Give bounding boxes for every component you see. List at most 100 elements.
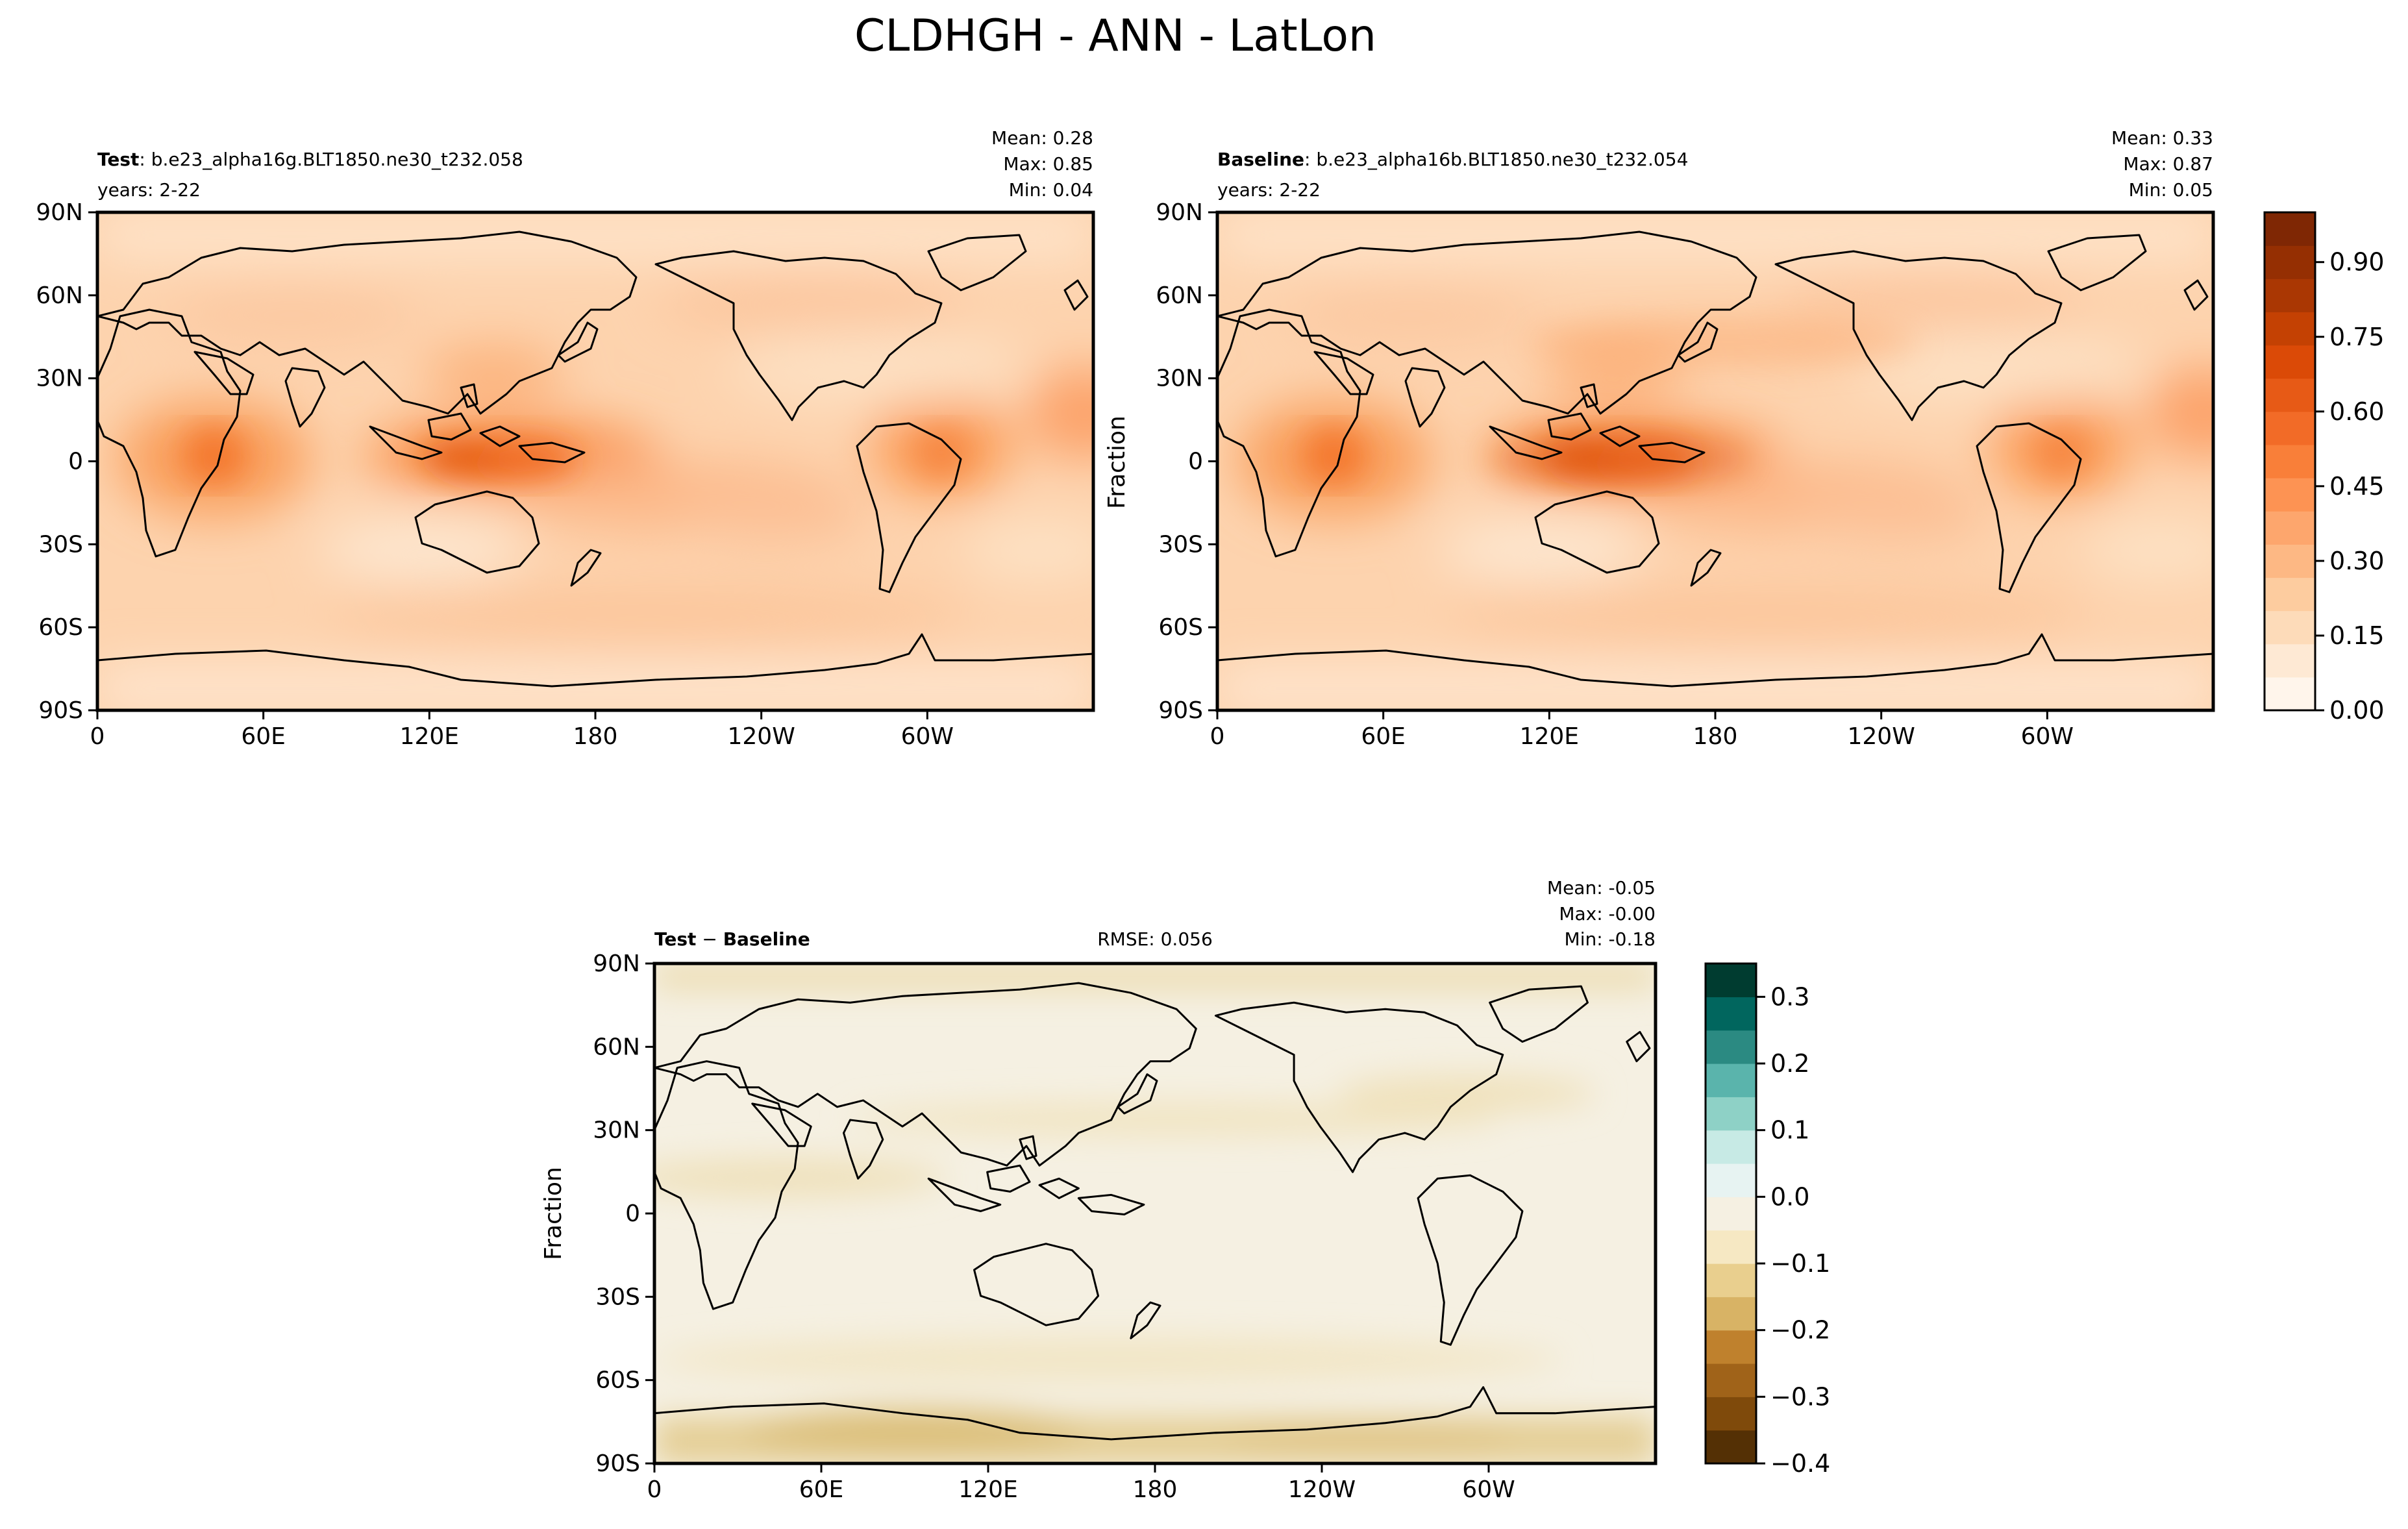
cbar-diff-tick-label: 0.1	[1770, 1116, 1809, 1145]
cbar-diff-swatch	[1706, 1330, 1756, 1364]
panel-diff: Test − Baseline RMSE: 0.056 Mean: -0.05 …	[540, 877, 1657, 1503]
lon-tick-label-baseline: 60E	[1361, 723, 1406, 750]
cbar-main-swatch	[2265, 279, 2315, 312]
cbar-main-swatch	[2265, 312, 2315, 346]
map-baseline	[1217, 212, 2213, 710]
lat-tick-label-test: 60N	[36, 282, 83, 309]
cbar-diff-swatch	[1706, 1097, 1756, 1131]
lat-tick-label-baseline: 30N	[1156, 366, 1203, 392]
cbar-diff-tick-label: −0.2	[1770, 1316, 1830, 1345]
panel-baseline: Baseline: b.e23_alpha16b.BLT1850.ne30_t2…	[1104, 127, 2215, 750]
cbar-diff-swatch	[1706, 1297, 1756, 1331]
cbar-diff-swatch	[1706, 1263, 1756, 1297]
panel-test-label: Test: b.e23_alpha16g.BLT1850.ne30_t232.0…	[97, 149, 523, 170]
lat-tick-label-diff: 60N	[593, 1034, 640, 1060]
lat-tick-label-diff: 60S	[595, 1367, 640, 1394]
cbar-main-swatch	[2265, 544, 2315, 578]
cbar-main-swatch	[2265, 345, 2315, 379]
lat-tick-label-test: 90N	[36, 199, 83, 226]
lat-tick-label-baseline: 30S	[1158, 531, 1203, 558]
cbar-diff-tick-label: 0.0	[1770, 1182, 1809, 1211]
lon-tick-label-baseline: 120E	[1520, 723, 1579, 750]
panel-diff-rmse: RMSE: 0.056	[1097, 928, 1213, 950]
lon-tick-label-diff: 120E	[958, 1476, 1017, 1503]
cbar-diff-swatch	[1706, 1063, 1756, 1097]
lat-tick-label-test: 0	[68, 449, 83, 475]
panel-baseline-years: years: 2-22	[1217, 179, 1321, 201]
cbar-diff-tick-label: −0.4	[1770, 1449, 1830, 1478]
lat-tick-label-baseline: 60S	[1158, 614, 1203, 641]
lat-tick-label-diff: 30S	[595, 1284, 640, 1310]
cbar-main-frame	[2263, 211, 2316, 712]
cbar-main-swatch	[2265, 478, 2315, 512]
cbar-diff-swatch	[1706, 1230, 1756, 1264]
lat-tick-label-diff: 90N	[593, 951, 640, 977]
lat-tick-label-baseline: 60N	[1156, 282, 1203, 309]
lon-tick-label-baseline: 60W	[2021, 723, 2074, 750]
cbar-diff-swatch	[1706, 1397, 1756, 1431]
panel-test: Test: b.e23_alpha16g.BLT1850.ne30_t232.0…	[36, 127, 1095, 750]
map-test	[97, 212, 1093, 710]
panel-test-min: Min: 0.04	[1009, 179, 1093, 201]
lon-tick-label-diff: 120W	[1288, 1476, 1356, 1503]
panel-baseline-ylabel: Fraction	[1104, 416, 1130, 509]
lon-tick-label-baseline: 0	[1210, 723, 1225, 750]
cbar-diff-swatch	[1706, 1163, 1756, 1197]
cbar-main-tick-label: 0.00	[2329, 696, 2385, 725]
panel-diff-mean: Mean: -0.05	[1547, 877, 1656, 899]
panel-test-max: Max: 0.85	[1003, 153, 1093, 175]
cbar-main-swatch	[2265, 378, 2315, 412]
cbar-main-tick-label: 0.90	[2329, 248, 2385, 277]
lon-tick-label-test: 60E	[241, 723, 286, 750]
lon-tick-label-diff: 0	[647, 1476, 662, 1503]
lat-tick-label-baseline: 90S	[1158, 697, 1203, 724]
cbar-diff-swatch	[1706, 1430, 1756, 1464]
cbar-main-swatch	[2265, 643, 2315, 678]
cbar-main-tick-label: 0.45	[2329, 472, 2385, 501]
lat-tick-label-baseline: 90N	[1156, 199, 1203, 226]
panel-diff-min: Min: -0.18	[1565, 928, 1656, 950]
colorbar-diff: 0.3 0.2 0.1 0.0 −0.1 −0.2 −0.3 −0.4	[1704, 962, 1830, 1478]
lat-tick-label-test: 60S	[38, 614, 83, 641]
cbar-main-tick-label: 0.60	[2329, 397, 2385, 426]
cbar-main-swatch	[2265, 511, 2315, 545]
lon-tick-label-test: 120E	[400, 723, 459, 750]
cbar-diff-swatch	[1706, 997, 1756, 1031]
map-diff	[654, 963, 1656, 1463]
cbar-main-tick-label: 0.75	[2329, 323, 2385, 351]
cbar-diff-tick-label: 0.2	[1770, 1049, 1809, 1078]
cbar-diff-swatch	[1706, 963, 1756, 997]
panel-baseline-max: Max: 0.87	[2123, 153, 2213, 175]
figure-title: CLDHGH - ANN - LatLon	[854, 10, 1376, 62]
cbar-diff-swatch	[1706, 1030, 1756, 1064]
cbar-main-swatch	[2265, 212, 2315, 246]
cbar-diff-frame	[1704, 962, 1757, 1465]
lat-tick-label-test: 30S	[38, 531, 83, 558]
colorbar-main: 0.00 0.15 0.30 0.45 0.60 0.75 0.90	[2263, 211, 2385, 725]
cbar-diff-swatch	[1706, 1130, 1756, 1164]
panel-diff-ylabel: Fraction	[540, 1167, 567, 1260]
panel-diff-max: Max: -0.00	[1559, 903, 1656, 925]
cbar-main-swatch	[2265, 245, 2315, 279]
lon-tick-label-baseline: 120W	[1848, 723, 1915, 750]
cbar-diff-swatch	[1706, 1363, 1756, 1397]
cbar-main-swatch	[2265, 444, 2315, 479]
cbar-diff-swatch	[1706, 1197, 1756, 1231]
lat-tick-label-diff: 0	[625, 1200, 640, 1227]
lat-tick-label-diff: 90S	[595, 1450, 640, 1477]
cbar-diff-tick-label: −0.3	[1770, 1382, 1830, 1411]
lon-tick-label-test: 120W	[728, 723, 795, 750]
lon-tick-label-baseline: 180	[1693, 723, 1738, 750]
lon-tick-label-diff: 60E	[799, 1476, 844, 1503]
panel-test-years: years: 2-22	[97, 179, 201, 201]
lon-tick-label-test: 60W	[901, 723, 954, 750]
cbar-main-tick-label: 0.30	[2329, 547, 2385, 575]
cbar-diff-tick-label: 0.3	[1770, 982, 1809, 1011]
cbar-main-swatch	[2265, 411, 2315, 445]
lon-tick-label-diff: 180	[1133, 1476, 1178, 1503]
cbar-main-swatch	[2265, 577, 2315, 612]
lon-tick-label-diff: 60W	[1462, 1476, 1515, 1503]
lon-tick-label-test: 180	[573, 723, 618, 750]
panel-test-mean: Mean: 0.28	[991, 127, 1093, 149]
